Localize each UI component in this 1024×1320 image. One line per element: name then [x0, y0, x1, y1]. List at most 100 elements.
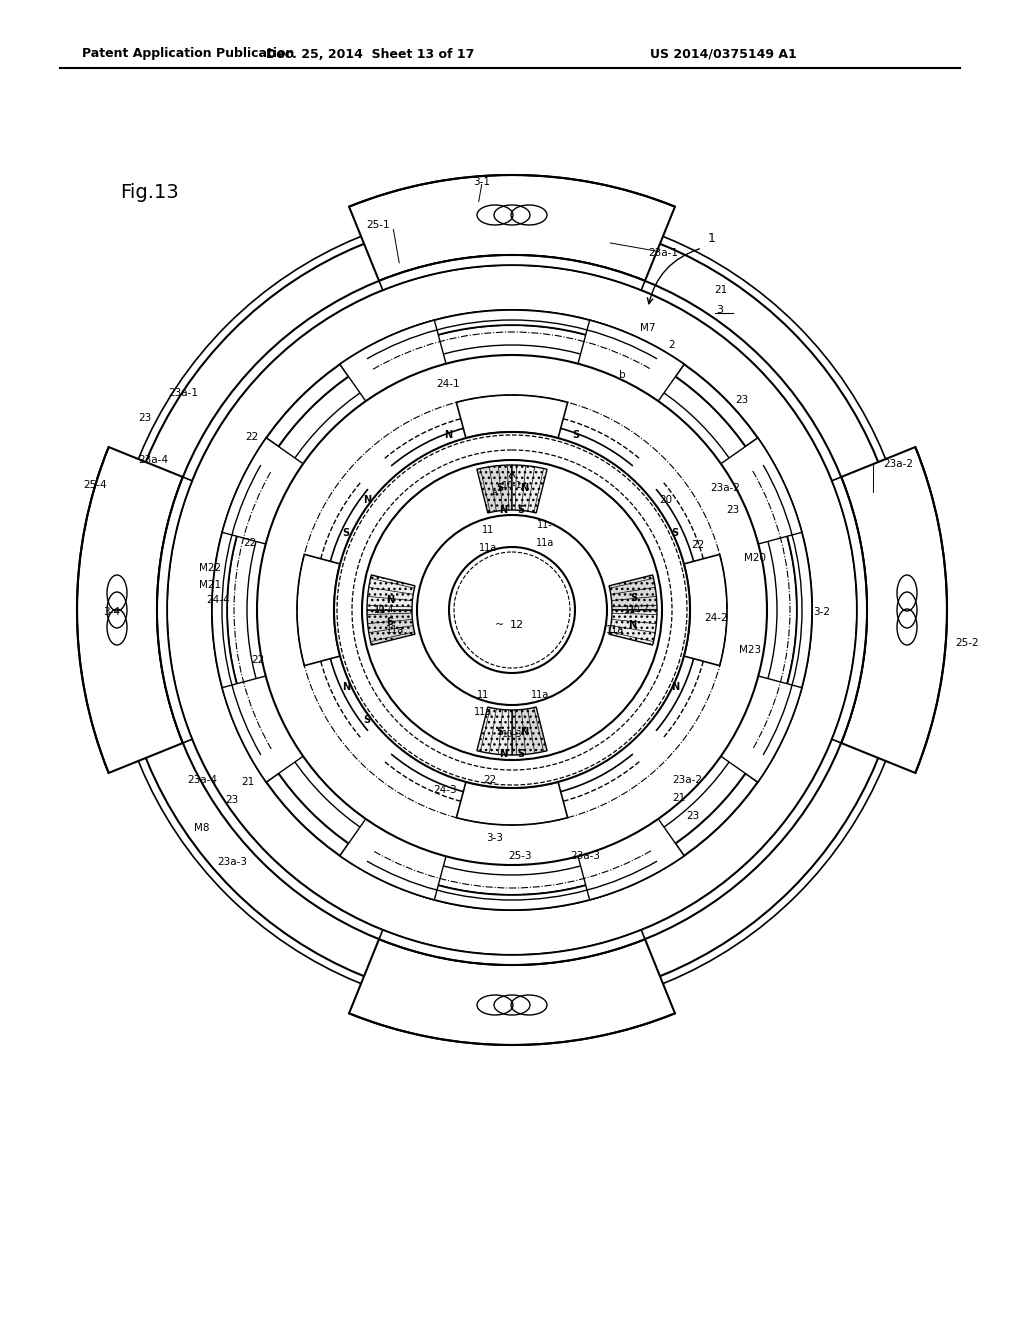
Text: 23a-1: 23a-1: [648, 248, 678, 259]
Text: 25-3: 25-3: [508, 851, 531, 861]
Text: 23a-1: 23a-1: [168, 388, 198, 399]
Polygon shape: [512, 465, 547, 513]
Circle shape: [117, 215, 907, 1005]
Text: 3-1: 3-1: [473, 177, 490, 186]
Text: US 2014/0375149 A1: US 2014/0375149 A1: [650, 48, 797, 61]
Text: 25-2: 25-2: [955, 639, 979, 648]
Text: M20: M20: [744, 553, 766, 564]
Polygon shape: [349, 939, 675, 1045]
Polygon shape: [379, 255, 645, 290]
Text: 11a: 11a: [536, 539, 554, 548]
Text: 11-: 11-: [538, 520, 553, 531]
Circle shape: [167, 265, 857, 954]
Text: 3: 3: [717, 305, 724, 315]
Text: S: S: [672, 528, 679, 537]
Polygon shape: [222, 665, 336, 781]
Text: 24-3: 24-3: [433, 785, 457, 795]
Polygon shape: [831, 477, 867, 743]
Text: Fig.13: Fig.13: [120, 182, 179, 202]
Text: 11: 11: [374, 605, 386, 615]
Polygon shape: [77, 447, 183, 774]
Text: 10-4: 10-4: [375, 606, 394, 615]
Circle shape: [109, 207, 915, 1012]
Polygon shape: [567, 321, 684, 434]
Text: M22: M22: [199, 564, 221, 573]
Text: M7: M7: [640, 323, 655, 333]
Text: S: S: [497, 727, 504, 737]
Polygon shape: [609, 576, 657, 610]
Text: S: S: [517, 748, 524, 759]
Text: 21: 21: [242, 777, 255, 787]
Text: 12: 12: [510, 620, 524, 630]
Circle shape: [247, 345, 777, 875]
Text: N: N: [364, 495, 371, 506]
Text: a: a: [492, 488, 497, 498]
Text: S: S: [343, 528, 350, 537]
Text: Dec. 25, 2014  Sheet 13 of 17: Dec. 25, 2014 Sheet 13 of 17: [266, 48, 474, 61]
Text: 11: 11: [482, 525, 495, 535]
Circle shape: [417, 515, 607, 705]
Polygon shape: [379, 929, 645, 965]
Text: 11: 11: [624, 605, 636, 615]
Text: 20: 20: [659, 495, 673, 506]
Text: S: S: [497, 483, 504, 494]
Text: S: S: [517, 506, 524, 515]
Text: 23: 23: [686, 810, 699, 821]
Text: 24-2: 24-2: [705, 612, 728, 623]
Polygon shape: [157, 477, 193, 743]
Polygon shape: [688, 665, 802, 781]
Polygon shape: [567, 787, 684, 900]
Text: 3-3: 3-3: [486, 833, 504, 843]
Circle shape: [334, 432, 690, 788]
Text: 10-1: 10-1: [502, 480, 522, 490]
Text: 24-1: 24-1: [436, 379, 460, 389]
Text: S: S: [364, 715, 371, 725]
Text: 21: 21: [715, 285, 728, 296]
Text: 2: 2: [669, 341, 675, 350]
Text: 11a: 11a: [474, 708, 493, 717]
Polygon shape: [477, 465, 512, 513]
Text: N: N: [520, 727, 528, 737]
Circle shape: [449, 546, 575, 673]
Text: 22: 22: [246, 432, 259, 442]
Text: 25-4: 25-4: [83, 480, 106, 490]
Polygon shape: [609, 610, 657, 645]
Circle shape: [157, 255, 867, 965]
Circle shape: [362, 459, 662, 760]
Text: M8: M8: [195, 822, 210, 833]
Text: 23a-4: 23a-4: [187, 775, 217, 785]
Text: 11a: 11a: [386, 624, 404, 635]
Text: N: N: [671, 682, 679, 692]
Text: 11a: 11a: [606, 624, 624, 635]
Text: 23a-3: 23a-3: [217, 857, 247, 867]
Text: 10-3: 10-3: [502, 730, 522, 739]
Polygon shape: [340, 321, 457, 434]
Text: b: b: [618, 370, 626, 380]
Polygon shape: [457, 395, 567, 438]
Polygon shape: [222, 438, 336, 554]
Polygon shape: [512, 708, 547, 755]
Text: 23a-2: 23a-2: [710, 483, 740, 492]
Text: 22: 22: [251, 655, 264, 665]
Polygon shape: [340, 310, 684, 376]
Text: 23a-4: 23a-4: [138, 455, 168, 465]
Text: 10-2: 10-2: [630, 606, 649, 615]
Text: N: N: [499, 748, 507, 759]
Polygon shape: [688, 438, 802, 554]
Text: S: S: [631, 593, 638, 603]
Text: N: N: [520, 483, 528, 494]
Polygon shape: [212, 438, 279, 781]
Polygon shape: [477, 708, 512, 755]
Text: 22: 22: [691, 540, 705, 550]
Text: 23: 23: [726, 506, 739, 515]
Text: 3-2: 3-2: [813, 607, 830, 616]
Circle shape: [227, 325, 797, 895]
Text: 11: 11: [477, 690, 489, 700]
Text: N: N: [444, 430, 453, 440]
Text: S: S: [572, 430, 580, 440]
Polygon shape: [367, 576, 415, 610]
Circle shape: [454, 552, 570, 668]
Circle shape: [212, 310, 812, 909]
Circle shape: [257, 355, 767, 865]
Text: M23: M23: [739, 645, 761, 655]
